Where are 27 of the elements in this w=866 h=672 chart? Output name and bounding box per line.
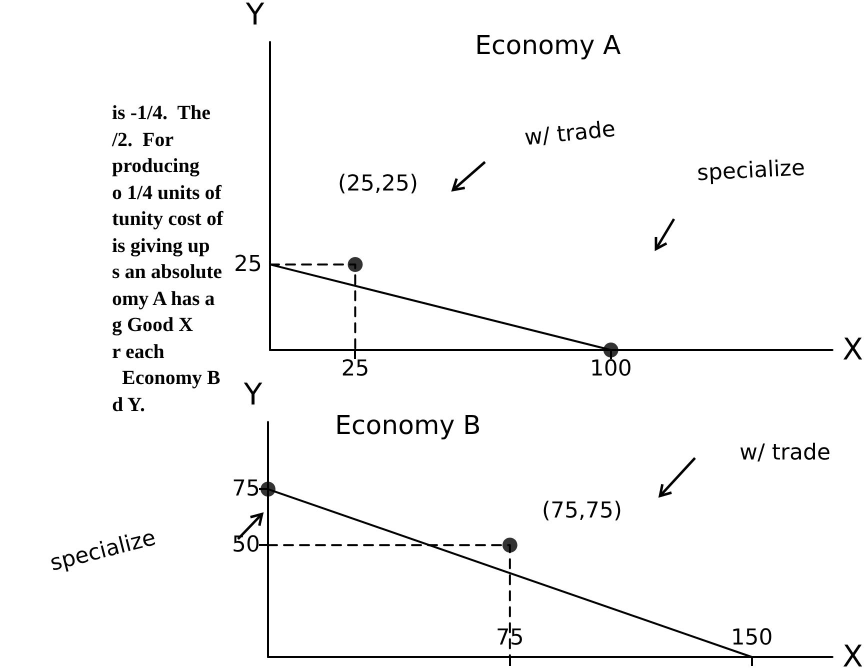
x-tick-label: 100: [590, 356, 632, 382]
y-axis-title: Y: [242, 378, 263, 412]
text: producing: [112, 154, 200, 179]
annotation: 25: [234, 252, 262, 277]
text: specialize: [696, 156, 806, 186]
annotation: (75,75): [542, 498, 622, 524]
text: d Y.: [112, 394, 145, 416]
y-axis-title: Y: [244, 0, 265, 32]
x-tick-label: 150: [730, 626, 773, 650]
text: is -1/4. The: [112, 101, 212, 126]
text: w/ trade: [523, 117, 617, 151]
annotation: w/ trade: [739, 440, 831, 466]
text: (25,25): [338, 172, 418, 196]
text: Economy B: [122, 367, 220, 389]
y-tick-label: 50: [232, 532, 260, 558]
chart-title: Economy B: [335, 411, 481, 441]
x-axis-title: X: [842, 332, 864, 368]
x-axis-title: X: [842, 640, 864, 672]
text: tunity cost of: [112, 207, 224, 232]
text: /2. For: [112, 128, 175, 152]
text: s an absolute: [112, 261, 222, 283]
text: omy A has a: [112, 286, 216, 312]
text: r each: [112, 340, 166, 364]
text: is giving up: [112, 234, 210, 256]
chart-title: Economy A: [475, 31, 621, 61]
text: g Good X: [112, 313, 194, 338]
text: o 1/4 units of: [112, 180, 223, 206]
